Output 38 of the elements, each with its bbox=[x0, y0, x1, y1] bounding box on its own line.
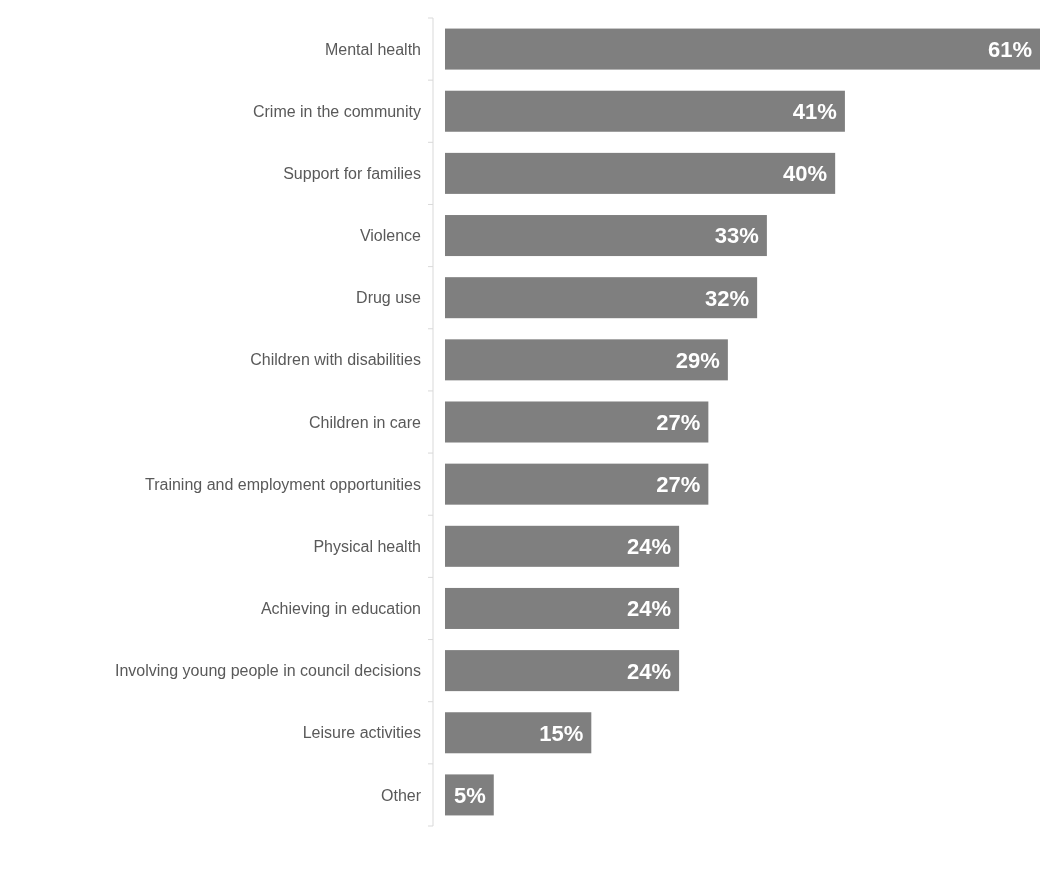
bar bbox=[445, 650, 680, 692]
y-tick-label: Violence bbox=[359, 227, 422, 245]
bar bbox=[445, 28, 1040, 70]
data-label: 27% bbox=[656, 409, 701, 435]
bar bbox=[445, 712, 592, 754]
bar bbox=[445, 90, 845, 132]
data-label: 41% bbox=[792, 99, 837, 125]
bar bbox=[445, 277, 758, 319]
data-label: 24% bbox=[627, 534, 672, 560]
data-label: 27% bbox=[656, 472, 701, 498]
y-tick-label: Leisure activities bbox=[302, 724, 421, 742]
bar bbox=[445, 152, 836, 194]
data-label: 24% bbox=[627, 658, 672, 684]
data-label: 29% bbox=[675, 347, 720, 373]
y-tick-label: Physical health bbox=[313, 537, 421, 555]
data-label: 15% bbox=[539, 720, 584, 746]
bar bbox=[445, 339, 728, 381]
bar bbox=[445, 525, 680, 567]
y-tick-label: Involving young people in council decisions bbox=[115, 662, 421, 680]
y-tick-label: Children with disabilities bbox=[250, 351, 421, 369]
y-tick-label: Crime in the community bbox=[252, 102, 421, 120]
bar bbox=[445, 401, 709, 443]
bar bbox=[445, 463, 709, 505]
data-label: 40% bbox=[783, 161, 828, 187]
data-label: 32% bbox=[705, 285, 750, 311]
y-tick-label: Achieving in education bbox=[260, 600, 421, 618]
y-tick-label: Drug use bbox=[356, 289, 422, 307]
bar bbox=[445, 587, 680, 629]
data-label: 24% bbox=[627, 596, 672, 622]
data-label: 61% bbox=[987, 37, 1032, 62]
bar bbox=[445, 215, 767, 257]
data-label: 5% bbox=[453, 782, 486, 808]
y-tick-label: Mental health bbox=[324, 40, 421, 58]
y-tick-label: Training and employment opportunities bbox=[144, 475, 421, 493]
y-tick-label: Support for families bbox=[283, 164, 421, 182]
y-tick-label: Children in care bbox=[308, 413, 422, 431]
data-label: 33% bbox=[714, 223, 759, 249]
y-tick-label: Other bbox=[380, 786, 422, 804]
